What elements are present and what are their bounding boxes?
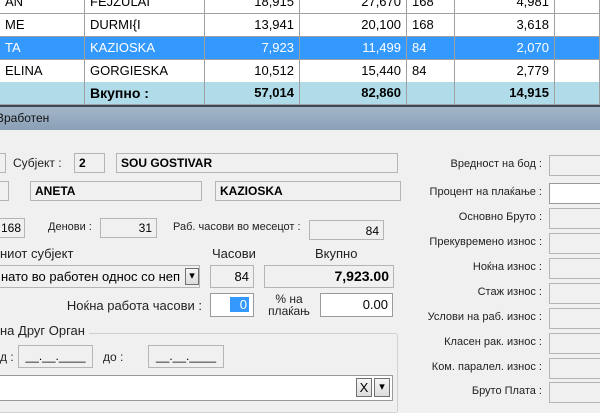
full-hours-field[interactable]: 168: [0, 218, 25, 238]
amount-label: Ком. паралел. износ :: [431, 361, 542, 373]
amount-field[interactable]: [549, 233, 600, 254]
amount-field[interactable]: [549, 333, 600, 354]
subject-name-field[interactable]: SOU GOSTIVAR: [116, 153, 398, 173]
amount-field[interactable]: [549, 208, 600, 229]
table-cell: 27,670: [300, 0, 407, 13]
table-cell: 84: [407, 37, 455, 59]
amount-label: Процент на плаќање :: [429, 186, 542, 198]
employee-code-field[interactable]: [0, 181, 9, 201]
table-cell: Вкупно :: [85, 82, 205, 104]
table-cell: AN: [0, 0, 85, 13]
table-cell: 84: [407, 60, 455, 82]
total-header: Вкупно: [315, 246, 358, 261]
table-cell: 7,923: [205, 37, 300, 59]
table-cell: GORGIESKA: [85, 60, 205, 82]
table-cell: [555, 82, 600, 104]
first-name-field[interactable]: ANETA: [30, 181, 202, 201]
amount-field[interactable]: [549, 258, 600, 279]
table-cell: 168: [407, 0, 455, 13]
table-cell: [555, 60, 600, 82]
amount-field[interactable]: [549, 183, 600, 204]
table-cell: 168: [407, 14, 455, 36]
table-cell: 13,941: [205, 14, 300, 36]
table-cell: 20,100: [300, 14, 407, 36]
chevron-down-icon[interactable]: ▾: [374, 378, 390, 397]
amount-label: Ноќна износ :: [472, 261, 542, 273]
code-field[interactable]: [0, 153, 6, 173]
pct-input[interactable]: 0.00: [320, 293, 393, 317]
to-date-field[interactable]: __.__.____: [148, 345, 224, 368]
table-cell: TA: [0, 37, 85, 59]
table-cell: 2,070: [455, 37, 555, 59]
amount-label: Класен рак. износ :: [444, 336, 542, 348]
work-hours-field[interactable]: 84: [309, 220, 384, 240]
table-cell: [407, 82, 455, 104]
chevron-down-icon[interactable]: ▾: [185, 268, 199, 285]
subject-label: Субјект :: [13, 156, 62, 170]
hours-field[interactable]: 84: [210, 265, 254, 288]
table-cell: FEJZULAI: [85, 0, 205, 13]
amount-label: Прекувремено износ :: [429, 236, 542, 248]
table-cell: 57,014: [205, 82, 300, 104]
table-cell: 14,915: [455, 82, 555, 104]
amount-label: Основно Бруто :: [458, 211, 542, 223]
total-row[interactable]: Вкупно :57,014 82,860 14,915: [0, 82, 600, 105]
subject-id-field[interactable]: 2: [74, 153, 105, 173]
employee-grid: AN FEJZULAI 18,915 27,670 168 4,981 ME DURMI{I 1…: [0, 0, 600, 105]
window-title-bar: Вработен: [0, 105, 600, 130]
last-name-field[interactable]: KAZIOSKA: [215, 181, 401, 201]
table-cell: KAZIOSKA: [85, 37, 205, 59]
table-cell: 18,915: [205, 0, 300, 13]
table-cell: 4,981: [455, 0, 555, 13]
table-cell: 15,440: [300, 60, 407, 82]
pct-label: % на плаќањ: [268, 292, 310, 318]
window-title: Вработен: [0, 111, 50, 125]
to-label: до :: [103, 350, 124, 364]
table-cell: [0, 82, 85, 104]
clear-button[interactable]: X: [356, 378, 372, 397]
table-cell: [555, 37, 600, 59]
amount-label: Стаж износ :: [477, 286, 542, 298]
table-cell: 10,512: [205, 60, 300, 82]
from-date-field[interactable]: __.__.____: [18, 345, 93, 368]
from-label: д :: [0, 350, 14, 364]
table-row[interactable]: TA KAZIOSKA 7,923 11,499 84 2,070: [0, 37, 600, 60]
table-cell: 82,860: [300, 82, 407, 104]
days-field[interactable]: 31: [100, 218, 157, 238]
table-cell: DURMI{I: [85, 14, 205, 36]
amount-field[interactable]: [549, 155, 600, 176]
hours-header: Часови: [212, 246, 256, 261]
table-cell: 2,779: [455, 60, 555, 82]
table-row[interactable]: ME DURMI{I 13,941 20,100 168 3,618: [0, 14, 600, 37]
table-row[interactable]: ELINA GORGIESKA 10,512 15,440 84 2,779: [0, 60, 600, 83]
night-hours-label: Ноќна работа часови :: [66, 298, 202, 313]
amount-field[interactable]: [549, 283, 600, 304]
amount-field[interactable]: [549, 308, 600, 329]
table-cell: ELINA: [0, 60, 85, 82]
amount-label: Вредност на бод :: [450, 158, 543, 170]
table-cell: ME: [0, 14, 85, 36]
table-cell: 11,499: [300, 37, 407, 59]
amount-label: Бруто Плата :: [471, 385, 542, 397]
table-cell: [555, 14, 600, 36]
work-hours-label: Раб. часови во месецот :: [173, 221, 301, 233]
subject-section-label: ниот субјект: [0, 246, 74, 261]
amount-field[interactable]: [549, 358, 600, 379]
organ-select[interactable]: [0, 375, 393, 401]
table-row[interactable]: AN FEJZULAI 18,915 27,670 168 4,981: [0, 0, 600, 14]
days-label: Денови :: [48, 221, 92, 233]
table-cell: [555, 0, 600, 13]
night-hours-input[interactable]: 0: [210, 293, 254, 317]
employment-type-select[interactable]: нато во работен однос со неп: [0, 265, 200, 288]
amount-label: Услови на раб. износ :: [427, 311, 542, 323]
total-field[interactable]: 7,923.00: [264, 265, 394, 288]
table-cell: 3,618: [455, 14, 555, 36]
group-label: на Друг Орган: [0, 323, 89, 338]
